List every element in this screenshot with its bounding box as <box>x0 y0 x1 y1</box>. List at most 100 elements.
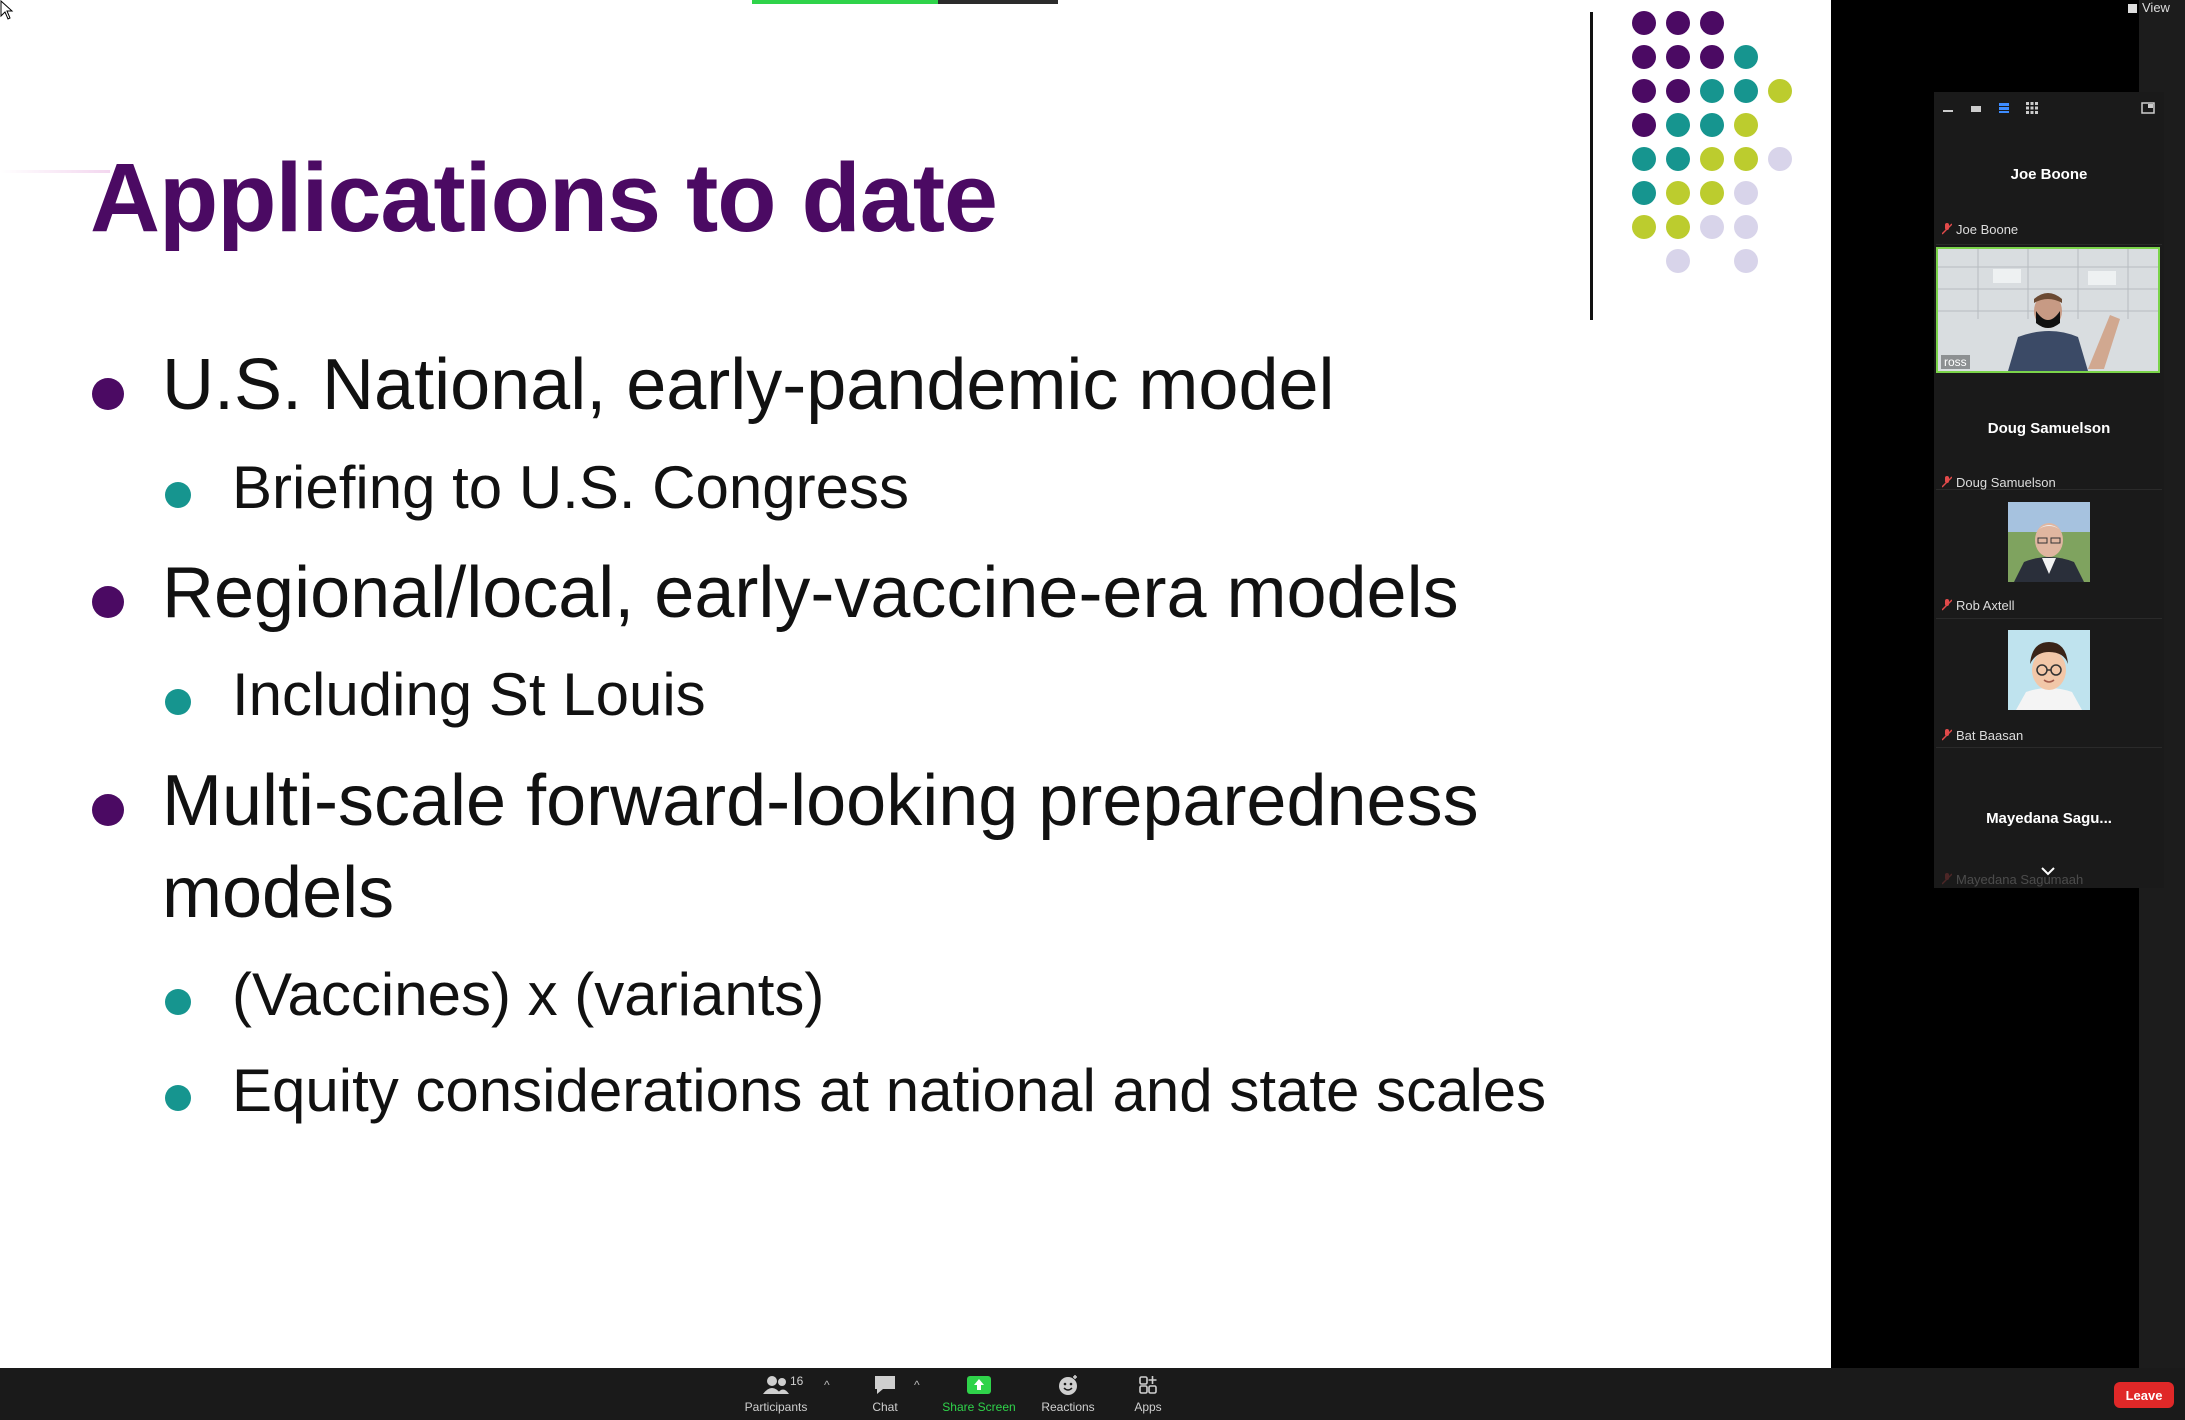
participants-button[interactable]: Participants <box>731 1374 821 1414</box>
video-feed-image <box>1938 249 2158 371</box>
sub-bullet-item: Equity considerations at national and st… <box>162 1053 1546 1129</box>
bullet-dot-icon <box>165 989 191 1015</box>
bullet-text: models <box>162 853 395 933</box>
slide-divider-line <box>1590 12 1593 320</box>
participant-display-name: Doug Samuelson <box>1987 420 2111 437</box>
muted-mic-icon <box>1942 873 1952 885</box>
bullet-dot-icon <box>165 689 191 715</box>
muted-mic-icon <box>1942 223 1952 235</box>
participant-name-label: Joe Boone <box>1942 222 2018 237</box>
screen-share-indicator-bar <box>752 0 1058 4</box>
panel-toolbar <box>1934 92 2164 124</box>
participants-icon <box>763 1376 789 1394</box>
meeting-toolbar: Participants 16 ^ Chat ^ Share Screen Re… <box>0 1368 2185 1420</box>
participant-name-label: Bat Baasan <box>1942 728 2023 743</box>
decorative-dot <box>1700 215 1724 239</box>
bullet-item: Multi-scale forward-looking preparedness <box>92 756 1479 846</box>
profile-avatar-bat-baasan <box>2008 630 2090 710</box>
decorative-dot <box>1632 215 1656 239</box>
reactions-icon <box>1059 1375 1077 1395</box>
bullet-dot-icon <box>165 1085 191 1111</box>
gallery-grid-icon[interactable] <box>2024 100 2040 116</box>
muted-mic-icon <box>1942 599 1952 611</box>
decorative-dot <box>1700 147 1724 171</box>
participant-tile-rob-axtell[interactable]: Rob Axtell <box>1936 490 2162 619</box>
decorative-dot-grid <box>1620 8 1800 278</box>
pop-out-icon[interactable] <box>2140 100 2156 116</box>
apps-button[interactable]: Apps <box>1103 1374 1193 1414</box>
decorative-dot <box>1632 79 1656 103</box>
view-label: View <box>2142 0 2170 15</box>
participant-tile-joe-boone[interactable]: Joe Boone Joe Boone <box>1936 124 2162 245</box>
title-accent-line <box>0 170 110 173</box>
participant-video-panel[interactable]: Joe Boone Joe Boone ross Doug Samuelson … <box>1934 92 2164 888</box>
sub-bullet-item: (Vaccines) x (variants) <box>162 957 824 1033</box>
bullet-dot-icon <box>165 482 191 508</box>
decorative-dot <box>1700 113 1724 137</box>
single-view-icon[interactable] <box>1968 100 1984 116</box>
decorative-dot <box>1666 45 1690 69</box>
mouse-cursor-icon <box>0 0 14 20</box>
bullet-text: Regional/local, early-vaccine-era models <box>162 553 1459 633</box>
decorative-dot <box>1632 181 1656 205</box>
participant-display-name: Mayedana Sagu... <box>1986 810 2112 827</box>
participant-count: 16 <box>790 1374 804 1388</box>
decorative-dot <box>1734 249 1758 273</box>
participant-tile-mayedana[interactable]: Mayedana Sagu... Mayedana Sagumaah <box>1936 748 2162 888</box>
participant-display-name: Joe Boone <box>2010 166 2088 183</box>
shared-slide: Applications to date U.S. National, earl… <box>0 0 1831 1368</box>
reactions-button[interactable]: Reactions <box>1023 1374 1113 1414</box>
bullet-dot-icon <box>92 586 124 618</box>
participant-name-label: Rob Axtell <box>1942 598 2015 613</box>
scroll-down-chevron-icon[interactable] <box>2040 866 2056 876</box>
decorative-dot <box>1632 45 1656 69</box>
participant-name-label: Mayedana Sagumaah <box>1942 872 2083 887</box>
decorative-dot <box>1734 147 1758 171</box>
bullet-text: Multi-scale forward-looking preparedness <box>162 761 1479 841</box>
decorative-dot <box>1734 181 1758 205</box>
decorative-dot <box>1666 113 1690 137</box>
chat-icon <box>875 1376 895 1394</box>
chat-options-caret-icon[interactable]: ^ <box>914 1378 920 1392</box>
chat-button[interactable]: Chat <box>840 1374 930 1414</box>
decorative-dot <box>1700 181 1724 205</box>
slide-title: Applications to date <box>90 143 998 252</box>
decorative-dot <box>1666 79 1690 103</box>
bullet-item-continued: models <box>92 848 394 938</box>
participants-options-caret-icon[interactable]: ^ <box>824 1378 830 1392</box>
bullet-text: U.S. National, early-pandemic model <box>162 345 1335 425</box>
bullet-item: Regional/local, early-vaccine-era models <box>92 548 1459 638</box>
bullet-dot-icon <box>92 378 124 410</box>
profile-photo-rob-axtell <box>2008 502 2090 582</box>
decorative-dot <box>1666 11 1690 35</box>
bullet-text: Including St Louis <box>232 661 706 728</box>
strip-view-icon[interactable] <box>1996 100 2012 116</box>
minimize-icon[interactable] <box>1940 100 1956 116</box>
decorative-dot <box>1666 215 1690 239</box>
decorative-dot <box>1734 45 1758 69</box>
decorative-dot <box>1666 147 1690 171</box>
decorative-dot <box>1666 181 1690 205</box>
view-button[interactable]: View <box>2128 0 2170 15</box>
leave-meeting-button[interactable]: Leave <box>2114 1382 2174 1408</box>
decorative-dot <box>1768 147 1792 171</box>
bullet-text: Briefing to U.S. Congress <box>232 454 909 521</box>
muted-mic-icon <box>1942 729 1952 741</box>
decorative-dot <box>1734 215 1758 239</box>
sub-bullet-item: Briefing to U.S. Congress <box>162 450 909 526</box>
share-screen-icon <box>967 1376 991 1394</box>
decorative-dot <box>1734 79 1758 103</box>
decorative-dot <box>1632 11 1656 35</box>
participant-video-ross[interactable]: ross <box>1936 247 2160 373</box>
bullet-item: U.S. National, early-pandemic model <box>92 340 1335 430</box>
participant-tile-bat-baasan[interactable]: Bat Baasan <box>1936 619 2162 748</box>
sub-bullet-item: Including St Louis <box>162 657 706 733</box>
decorative-dot <box>1700 79 1724 103</box>
apps-icon <box>1139 1376 1157 1394</box>
share-screen-button[interactable]: Share Screen <box>934 1374 1024 1414</box>
muted-mic-icon <box>1942 476 1952 488</box>
participant-tile-doug-samuelson[interactable]: Doug Samuelson Doug Samuelson <box>1936 377 2162 490</box>
video-caption: ross <box>1941 355 1970 369</box>
decorative-dot <box>1734 113 1758 137</box>
decorative-dot <box>1700 45 1724 69</box>
